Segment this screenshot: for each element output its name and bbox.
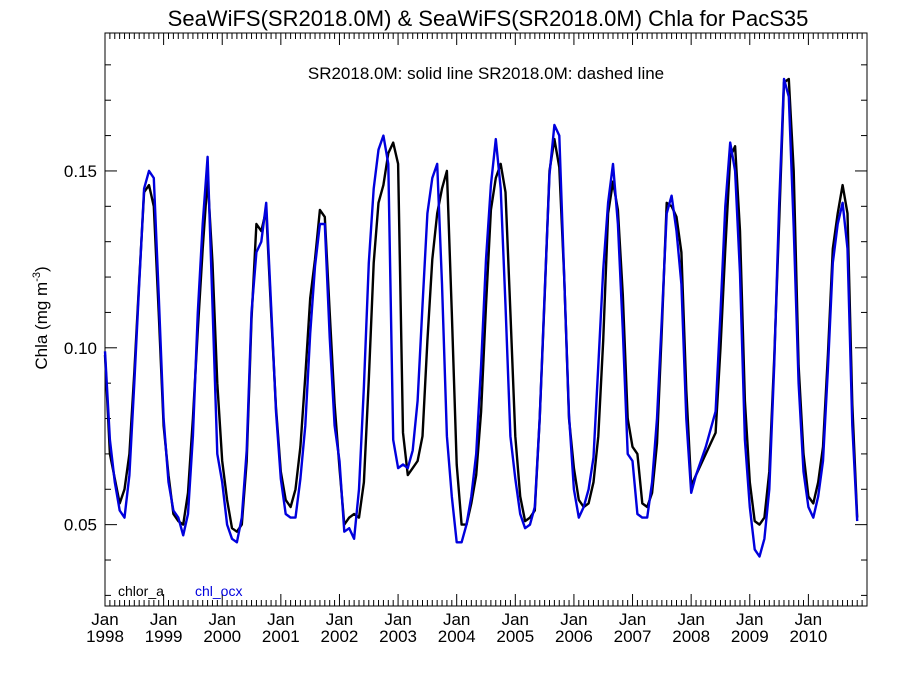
x-tick-label-year: 2007 (614, 627, 652, 646)
y-axis-ticks: 0.05 0.10 0.15 (64, 64, 867, 596)
x-tick-label-month: Jan (677, 610, 704, 629)
x-tick-label-year: 2006 (555, 627, 593, 646)
y-tick-label: 0.10 (64, 339, 97, 358)
x-tick-label-month: Jan (326, 610, 353, 629)
x-tick-label-year: 2005 (496, 627, 534, 646)
x-tick-label-year: 1999 (145, 627, 183, 646)
x-tick-label-year: 2002 (321, 627, 359, 646)
x-tick-label-month: Jan (209, 610, 236, 629)
y-axis-label-superscript: -3 (31, 272, 43, 282)
x-tick-label-year: 2000 (203, 627, 241, 646)
x-tick-label-year: 2010 (789, 627, 827, 646)
x-tick-label-month: Jan (502, 610, 529, 629)
y-tick-label: 0.15 (64, 162, 97, 181)
y-axis-label-main: Chla (mg m (32, 282, 51, 370)
x-tick-label-month: Jan (443, 610, 470, 629)
x-tick-label-month: Jan (384, 610, 411, 629)
x-axis-ticks: Jan1998Jan1999Jan2000Jan2001Jan2002Jan20… (86, 33, 863, 646)
x-tick-label-year: 1998 (86, 627, 124, 646)
x-tick-label-year: 2009 (731, 627, 769, 646)
x-tick-label-month: Jan (91, 610, 118, 629)
legend-chlor-a: chlor_a (118, 583, 164, 599)
chart-title: SeaWiFS(SR2018.0M) & SeaWiFS(SR2018.0M) … (168, 6, 809, 31)
x-tick-label-month: Jan (619, 610, 646, 629)
x-tick-label-year: 2001 (262, 627, 300, 646)
chart-subtitle: SR2018.0M: solid line SR2018.0M: dashed … (308, 64, 664, 83)
y-axis-label: Chla (mg m-3) (31, 266, 51, 369)
x-tick-label-month: Jan (736, 610, 763, 629)
x-tick-label-year: 2003 (379, 627, 417, 646)
x-tick-label-month: Jan (795, 610, 822, 629)
series-line-chl-ocx (103, 77, 859, 558)
x-tick-label-year: 2004 (438, 627, 476, 646)
legend-chl-ocx: chl_ocx (195, 583, 242, 599)
x-tick-label-month: Jan (267, 610, 294, 629)
x-tick-label-month: Jan (150, 610, 177, 629)
x-tick-label-year: 2008 (672, 627, 710, 646)
series-layer (103, 77, 859, 558)
x-tick-label-month: Jan (560, 610, 587, 629)
y-tick-label: 0.05 (64, 516, 97, 535)
y-axis-label-end: ) (32, 266, 51, 272)
